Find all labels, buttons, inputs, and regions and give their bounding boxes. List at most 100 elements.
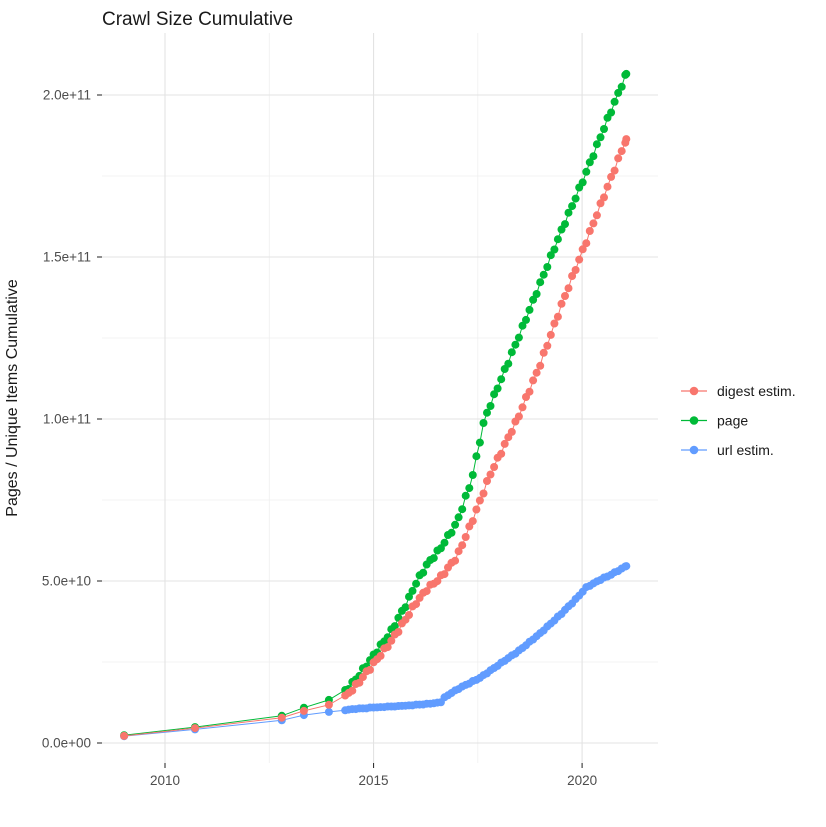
series-digest-point	[614, 154, 623, 163]
series-page-point	[596, 133, 605, 142]
series-page-point	[458, 505, 467, 514]
series-digest-point	[120, 731, 129, 740]
legend-key-dot-page	[689, 416, 699, 425]
series-page-point	[529, 295, 538, 304]
x-axis-tick-label: 2020	[567, 773, 597, 788]
legend-item-url: url estim.	[681, 442, 774, 458]
x-axis-tick-label: 2010	[150, 773, 180, 788]
y-axis-tick-label: 0.0e+00	[42, 736, 91, 751]
axis-tick-marks	[97, 94, 583, 768]
series-digest-point	[568, 272, 577, 280]
series-digest-point	[543, 341, 552, 350]
legend-key-dot-digest	[689, 386, 699, 396]
series-page-point	[419, 568, 428, 577]
series-page-point	[429, 554, 438, 563]
series-digest-point	[546, 330, 555, 339]
series-page-point	[390, 622, 399, 631]
legend-label-digest: digest estim.	[717, 383, 796, 399]
x-axis-tick-label: 2015	[359, 773, 389, 788]
series-page-point	[468, 471, 477, 479]
series-page-point	[405, 592, 413, 601]
series-digest-point	[324, 700, 333, 709]
chart-title: Crawl Size Cumulative	[102, 9, 293, 30]
series-page-point	[553, 235, 562, 244]
series-digest-point	[454, 547, 463, 556]
series-page-point	[486, 402, 495, 410]
series-page-point	[592, 140, 601, 149]
series-page-point	[461, 491, 470, 500]
series-page-point	[546, 251, 555, 260]
series-page-point	[507, 348, 516, 357]
y-axis-tick-label: 1.5e+11	[43, 250, 91, 265]
series-page-point	[483, 408, 491, 417]
series-digest-point	[514, 412, 523, 421]
series-page-point	[536, 278, 545, 287]
series-url-point	[622, 562, 631, 571]
series-digest-point	[387, 636, 396, 645]
y-axis-title: Pages / Unique Items Cumulative	[4, 279, 21, 517]
series-digest-point	[500, 439, 509, 448]
legend-item-page: page	[681, 413, 748, 429]
series-page-point	[607, 108, 616, 117]
series-url	[120, 562, 631, 741]
gridlines-major	[102, 33, 658, 763]
series-page-point	[472, 452, 481, 461]
series-page-point	[617, 82, 626, 91]
series-digest-point	[561, 292, 569, 300]
legend-item-digest: digest estim.	[681, 383, 796, 399]
legend-label-url: url estim.	[717, 442, 774, 458]
series-digest-point	[383, 643, 392, 652]
series-page-point	[578, 178, 587, 187]
series-page-point	[571, 194, 580, 203]
series-digest-point	[610, 166, 619, 175]
legend: digest estim. page url estim.	[681, 383, 796, 458]
series-digest-point	[529, 376, 538, 385]
series-digest-point	[536, 361, 545, 370]
series-page-point	[518, 321, 527, 330]
gridlines-minor	[102, 33, 658, 763]
series-digest-point	[277, 713, 286, 722]
series-page-point	[622, 69, 631, 78]
series-page-point	[504, 359, 513, 368]
series-page-point	[465, 484, 474, 493]
legend-label-page: page	[717, 413, 748, 429]
series-digest-point	[433, 577, 442, 586]
series-digest-point	[412, 600, 421, 609]
series-digest-point	[532, 368, 541, 377]
series-digest-point	[585, 227, 594, 235]
series-page-point	[564, 208, 573, 217]
series-digest-point	[299, 706, 308, 715]
series-page-point	[525, 305, 534, 314]
series-page-point	[408, 586, 417, 595]
series-digest-point	[486, 470, 495, 479]
series-digest-point	[376, 651, 385, 660]
y-axis-tick-label: 5.0e+10	[42, 574, 91, 589]
series-digest-point	[578, 245, 587, 254]
series-page-point	[493, 384, 502, 393]
series-page-point	[614, 88, 623, 97]
series-digest-point	[422, 587, 431, 596]
series-digest-point	[461, 533, 470, 541]
series-digest-point	[394, 628, 403, 636]
axis-tick-labels: 2010 2015 2020 0.0e+00 5.0e+10 1.0e+11 1.5e+11…	[42, 88, 597, 789]
series-digest-point	[518, 403, 527, 412]
series-page-point	[497, 375, 506, 384]
series-page-point	[582, 167, 591, 176]
series-page-point	[511, 340, 520, 349]
series-digest-point	[483, 477, 491, 485]
series-page-point	[412, 579, 421, 588]
series-page-point	[454, 513, 463, 522]
series-digest-point	[550, 319, 559, 328]
series-digest-point	[553, 312, 562, 321]
series-digest-point	[603, 182, 612, 191]
series-page-point	[561, 220, 569, 229]
series-page-point	[514, 333, 523, 342]
series-page-point	[610, 97, 619, 106]
series-digest-point	[366, 665, 374, 674]
series-digest-point	[358, 673, 367, 682]
series-digest-point	[617, 147, 626, 156]
series-digest-point	[596, 199, 605, 208]
series-digest-point	[472, 505, 481, 514]
